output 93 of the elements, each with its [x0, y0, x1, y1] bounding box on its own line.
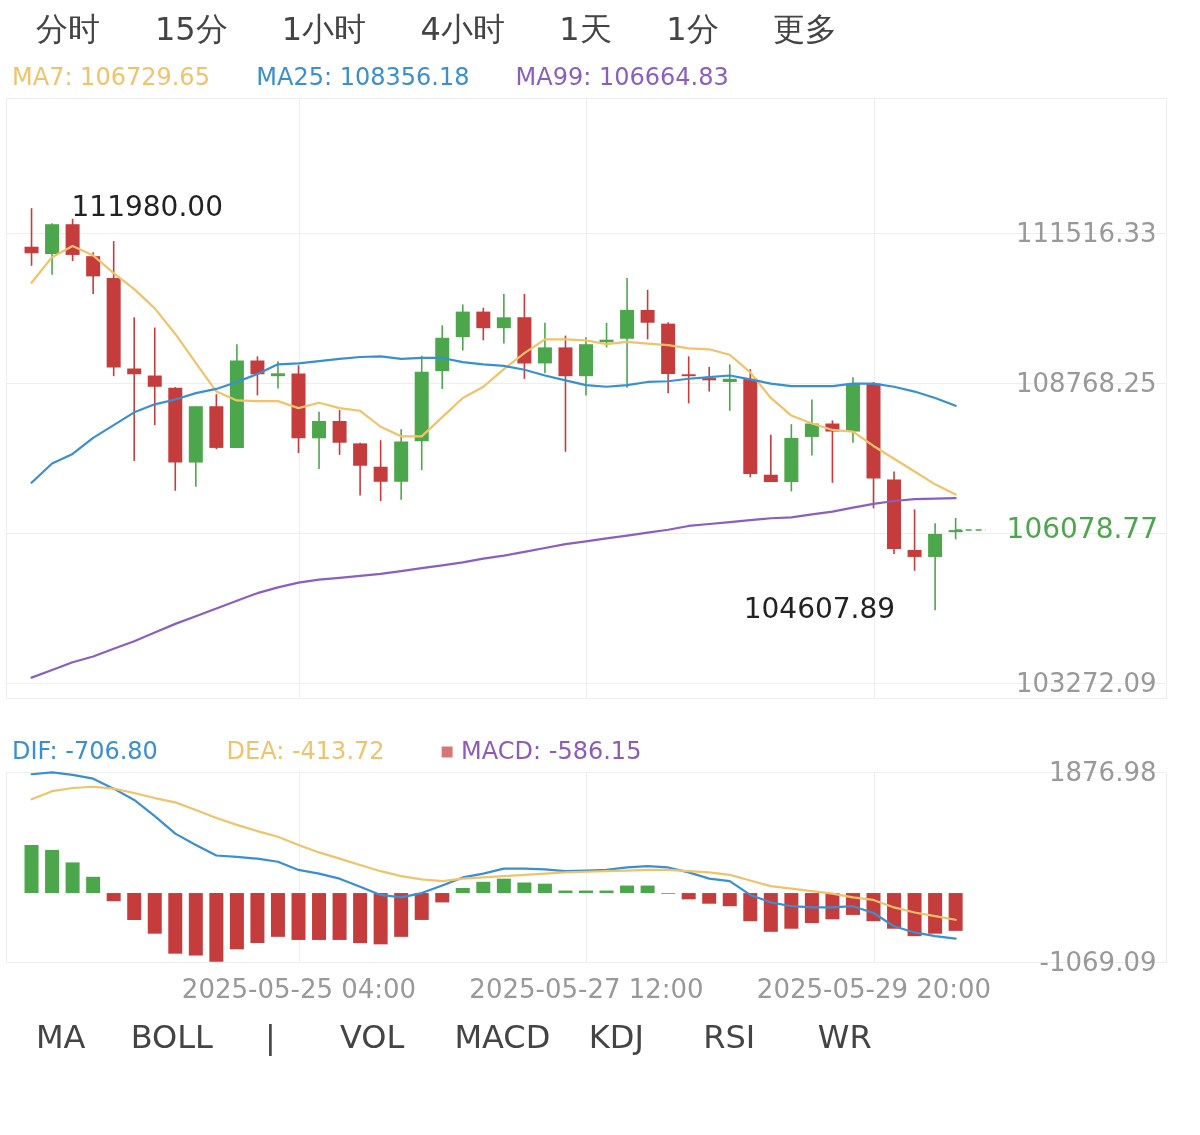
bar [188, 893, 203, 956]
text: 1小时 [281, 10, 367, 48]
text: MA99: 106664.83 [515, 63, 729, 91]
text: WR [817, 1018, 872, 1056]
y-tick-label: 111516.33 [1015, 217, 1157, 248]
text: MACD [454, 1018, 551, 1056]
annotation: 104607.89 [743, 592, 896, 626]
candlestick [147, 326, 162, 426]
bar [804, 893, 819, 924]
text: KDJ [588, 1018, 644, 1056]
text: VOL [339, 1018, 405, 1056]
bar [681, 893, 696, 900]
bar [640, 885, 655, 894]
bar [168, 893, 183, 954]
bar [517, 882, 532, 894]
bar [65, 862, 80, 894]
series-label: DIF: -706.80 [12, 737, 158, 765]
text: 更多 [773, 10, 838, 48]
bar [784, 893, 799, 929]
candlestick [640, 288, 655, 341]
bar [476, 881, 491, 894]
line-series [30, 497, 957, 679]
bar [250, 893, 265, 944]
candlestick [496, 293, 511, 345]
bar [414, 893, 429, 920]
bar [435, 893, 450, 903]
candlestick [24, 207, 39, 267]
bar [312, 893, 327, 940]
candlestick [804, 398, 819, 457]
candlestick [928, 522, 943, 612]
text: MA7: 106729.65 [12, 63, 210, 91]
text: BOLL [130, 1018, 214, 1056]
bar [928, 893, 943, 934]
text: 分时 [36, 10, 100, 48]
annotation: 111980.00 [71, 190, 223, 224]
candlestick [270, 360, 285, 390]
candlestick [127, 316, 142, 462]
bar [45, 849, 60, 894]
bar [496, 878, 511, 894]
bar [537, 883, 552, 894]
bar [209, 893, 224, 962]
x-tick-label: 2025-05-29 20:00 [756, 973, 992, 1004]
candlestick [763, 433, 778, 483]
y-tick-label: 108768.25 [1015, 367, 1157, 398]
text: 4小时 [420, 10, 505, 48]
x-tick-label: 2025-05-25 04:00 [181, 973, 417, 1004]
ref-line-label: 106078.77 [1006, 512, 1158, 546]
candlestick [353, 441, 368, 497]
text: RSI [703, 1018, 756, 1056]
bar [147, 893, 162, 934]
text: | [265, 1018, 276, 1056]
bar [620, 885, 635, 894]
bar [722, 893, 737, 907]
text: 15分 [155, 10, 228, 48]
bar [24, 844, 39, 894]
legend-label: MACD: -586.15 [461, 737, 642, 765]
text: MA25: 108356.18 [256, 63, 470, 91]
candlestick [86, 251, 101, 295]
bar [763, 893, 778, 932]
bar [702, 893, 717, 904]
bar [332, 893, 347, 940]
line-series [30, 244, 957, 496]
line-series [30, 771, 957, 940]
bar [743, 893, 758, 922]
bar [270, 893, 285, 937]
text: 1天 [559, 10, 612, 48]
bar [127, 893, 142, 920]
candlestick [373, 439, 388, 502]
bar [394, 893, 409, 937]
bar [373, 893, 388, 945]
bar [948, 893, 963, 931]
candlestick [722, 363, 737, 412]
x-tick-label: 2025-05-27 12:00 [469, 973, 704, 1004]
bar [229, 893, 244, 950]
candlestick [681, 355, 696, 405]
bar [86, 876, 101, 894]
text: MA [36, 1018, 86, 1056]
text: DEA: -413.72 [226, 737, 385, 765]
candlestick [907, 508, 922, 572]
bar [291, 893, 306, 940]
y-tick-label: -1069.09 [1039, 946, 1157, 977]
candlestick [332, 409, 347, 456]
bar [106, 893, 121, 902]
text: 1分 [666, 10, 719, 48]
line-series [30, 355, 957, 484]
line-series [30, 785, 957, 921]
y-tick-label: 1876.98 [1048, 756, 1157, 787]
candlestick [537, 321, 552, 374]
bar [353, 893, 368, 944]
candlestick [312, 410, 327, 470]
candlestick [476, 306, 491, 342]
bar [455, 888, 470, 894]
y-tick-label: 103272.09 [1015, 667, 1157, 698]
